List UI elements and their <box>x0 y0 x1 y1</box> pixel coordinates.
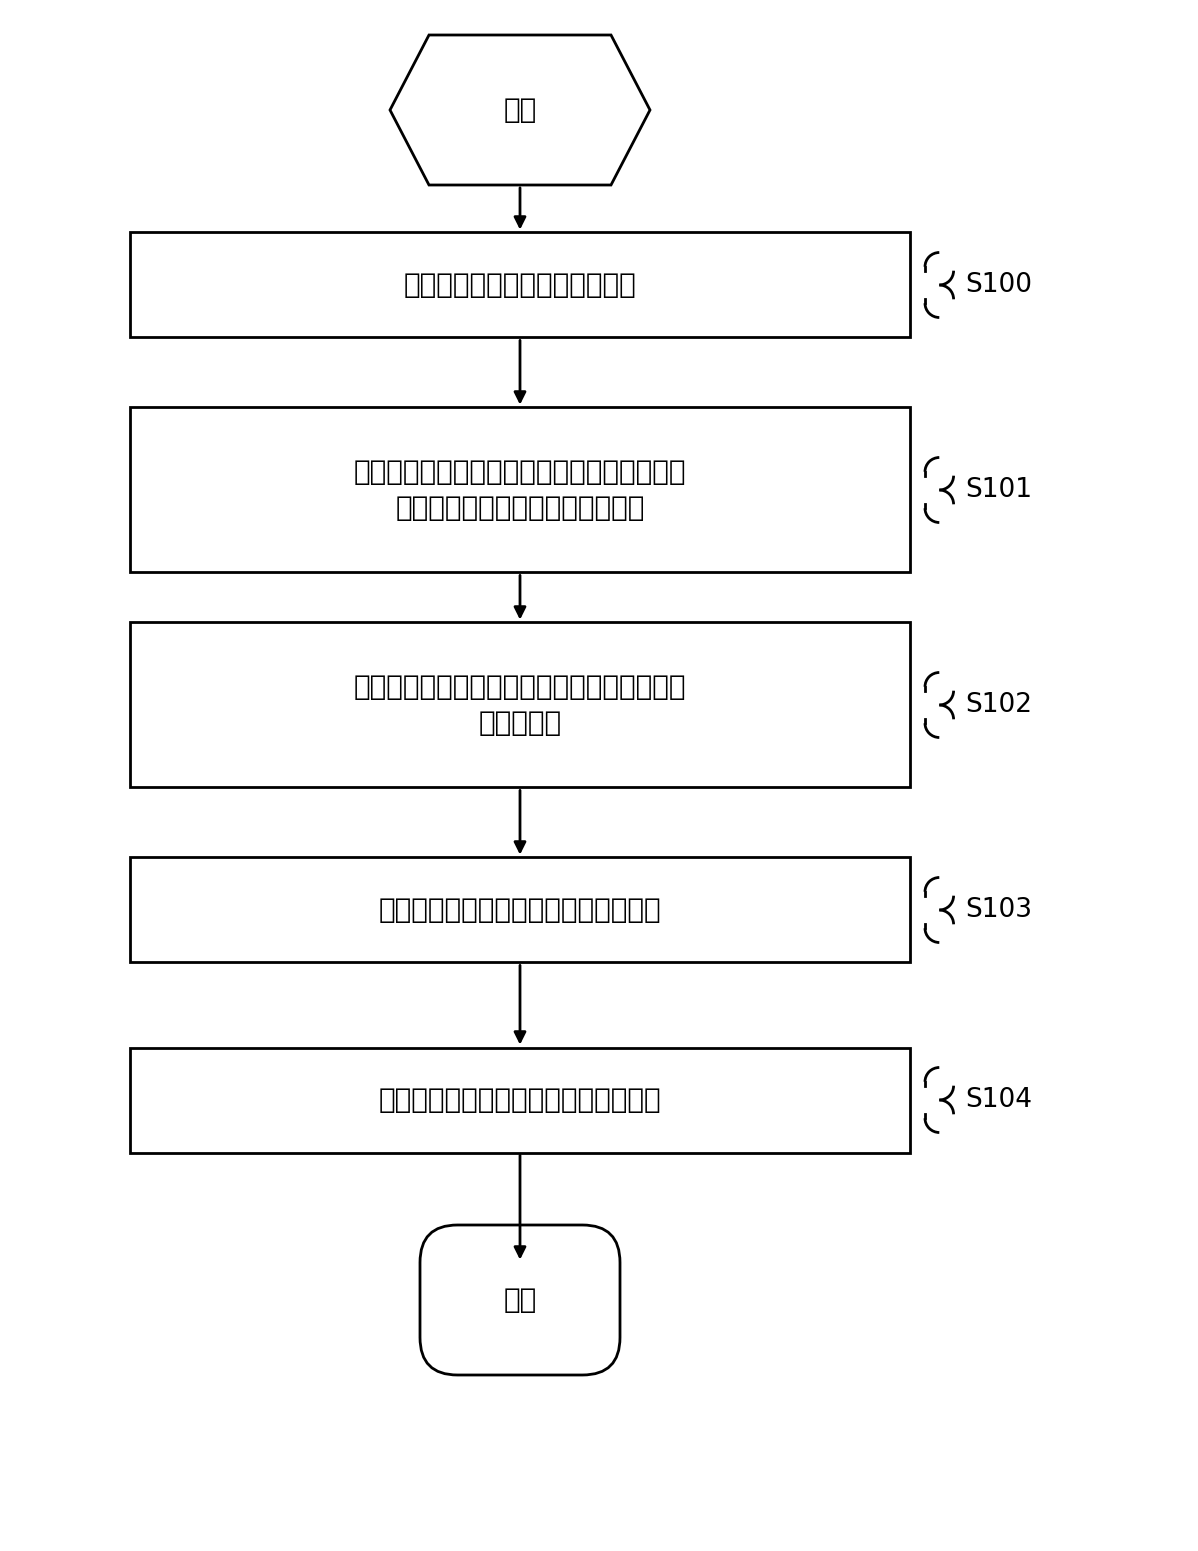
Text: S100: S100 <box>966 271 1033 298</box>
Text: S104: S104 <box>966 1087 1033 1114</box>
Polygon shape <box>391 36 651 185</box>
Text: 开始: 开始 <box>503 96 537 124</box>
FancyBboxPatch shape <box>420 1225 621 1376</box>
Bar <box>131 858 910 963</box>
Text: 得到与待处理图像对应的图像扇曲数据: 得到与待处理图像对应的图像扇曲数据 <box>379 896 661 924</box>
Text: 针对待处理图像中的每一个像素点，依据第一
噪声数据，确定第一扇曲纹理数据: 针对待处理图像中的每一个像素点，依据第一 噪声数据，确定第一扇曲纹理数据 <box>353 458 686 523</box>
Bar <box>131 622 910 788</box>
Text: S102: S102 <box>966 692 1033 718</box>
Bar <box>131 1047 910 1152</box>
Text: 根据图像扇曲数据，得到扇曲效果图像: 根据图像扇曲数据，得到扇曲效果图像 <box>379 1086 661 1114</box>
Bar <box>131 408 910 572</box>
Text: 利用第一扇曲纹理数据，对像素点的颜色分量
值进行处理: 利用第一扇曲纹理数据，对像素点的颜色分量 值进行处理 <box>353 673 686 737</box>
Text: S103: S103 <box>966 896 1033 923</box>
Text: 结束: 结束 <box>503 1286 537 1314</box>
Bar <box>131 233 910 338</box>
Text: 获取待处理图像和第一噪声数据: 获取待处理图像和第一噪声数据 <box>404 271 636 299</box>
Text: S101: S101 <box>966 478 1033 503</box>
